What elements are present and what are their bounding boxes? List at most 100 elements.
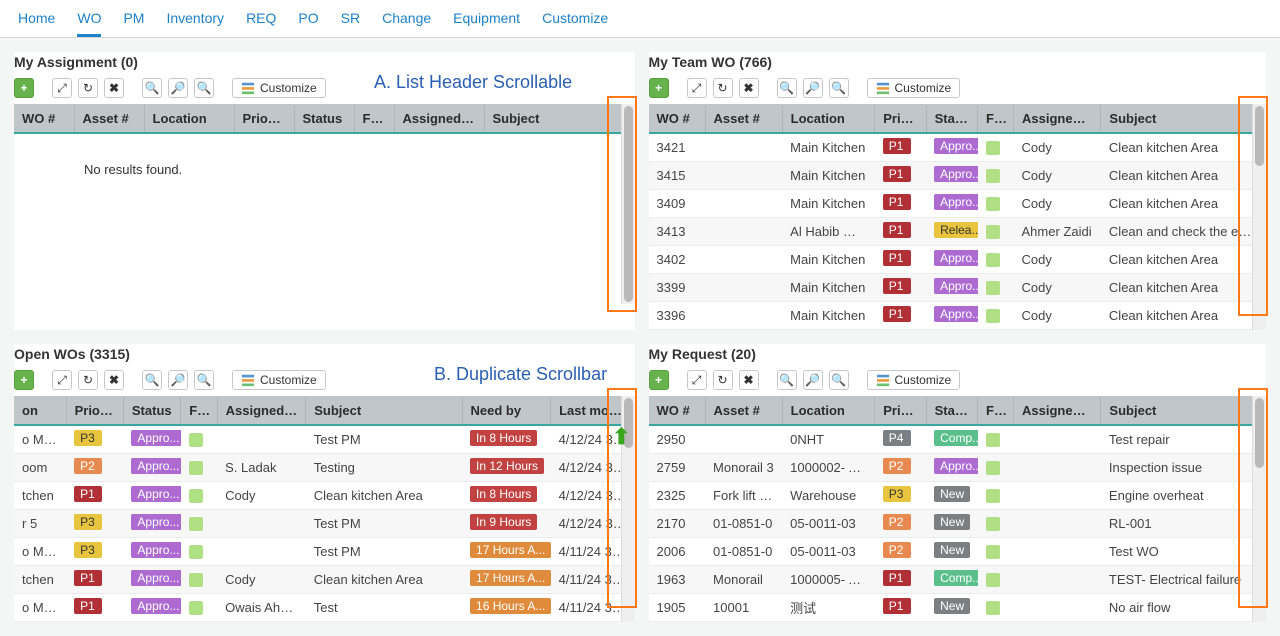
- table-wrap-my-request[interactable]: WO #Asset #LocationPriorityStatusFlagAss…: [649, 396, 1267, 622]
- add-button[interactable]: +: [14, 78, 34, 98]
- table-row[interactable]: o Medi...P3Appro...Test PMIn 8 Hours4/12…: [14, 425, 634, 454]
- column-header[interactable]: Flag: [978, 105, 1014, 133]
- scrollbar-my-request[interactable]: [1252, 396, 1266, 622]
- close-icon[interactable]: ✖: [739, 78, 759, 98]
- search-icon[interactable]: 🔎: [803, 78, 823, 98]
- tab-wo[interactable]: WO: [77, 10, 101, 37]
- column-header[interactable]: Priority: [66, 397, 123, 425]
- table-row[interactable]: 3399Main KitchenP1Appro...CodyClean kitc…: [649, 274, 1266, 302]
- table-row[interactable]: 1963Monorail1000005- Av-T...P1Comp...TES…: [649, 566, 1266, 594]
- column-header[interactable]: Priority: [234, 105, 294, 133]
- add-button[interactable]: +: [649, 370, 669, 390]
- column-header[interactable]: Status: [294, 105, 354, 133]
- customize-button[interactable]: Customize: [867, 78, 961, 98]
- column-header[interactable]: Assigned to: [394, 105, 484, 133]
- column-header[interactable]: Asset #: [705, 105, 782, 133]
- zoom-out-icon[interactable]: 🔍: [194, 78, 214, 98]
- close-icon[interactable]: ✖: [104, 78, 124, 98]
- column-header[interactable]: Subject: [1101, 105, 1266, 133]
- column-header[interactable]: Asset #: [705, 397, 782, 425]
- table-row[interactable]: 3413Al Habib Medi...P1Relea...Ahmer Zaid…: [649, 218, 1266, 246]
- add-button[interactable]: +: [649, 78, 669, 98]
- zoom-out-icon[interactable]: 🔍: [829, 370, 849, 390]
- close-icon[interactable]: ✖: [739, 370, 759, 390]
- zoom-in-icon[interactable]: 🔍: [142, 78, 162, 98]
- expand-icon[interactable]: ⤢: [52, 370, 72, 390]
- column-header[interactable]: Asset #: [74, 105, 144, 133]
- table-row[interactable]: tchenP1Appro...CodyClean kitchen AreaIn …: [14, 482, 634, 510]
- column-header[interactable]: WO #: [649, 105, 706, 133]
- customize-button[interactable]: Customize: [867, 370, 961, 390]
- tab-sr[interactable]: SR: [341, 10, 360, 37]
- column-header[interactable]: Status: [926, 105, 977, 133]
- column-header[interactable]: Subject: [484, 105, 634, 133]
- column-header[interactable]: Flag: [181, 397, 217, 425]
- tab-equipment[interactable]: Equipment: [453, 10, 520, 37]
- table-row[interactable]: 3421Main KitchenP1Appro...CodyClean kitc…: [649, 133, 1266, 162]
- zoom-in-icon[interactable]: 🔍: [142, 370, 162, 390]
- table-row[interactable]: 2759Monorail 31000002- Agr...P2Appro...I…: [649, 454, 1266, 482]
- column-header[interactable]: WO #: [649, 397, 706, 425]
- tab-req[interactable]: REQ: [246, 10, 276, 37]
- table-row[interactable]: 190510001测试P1NewNo air flow: [649, 594, 1266, 622]
- close-icon[interactable]: ✖: [104, 370, 124, 390]
- zoom-out-icon[interactable]: 🔍: [829, 78, 849, 98]
- table-row[interactable]: 3396Main KitchenP1Appro...CodyClean kitc…: [649, 302, 1266, 330]
- table-row[interactable]: o Medi...P3Appro...Test PM17 Hours A...4…: [14, 538, 634, 566]
- table-row[interactable]: r 5P3Appro...Test PMIn 9 Hours4/12/24 3:…: [14, 510, 634, 538]
- column-header[interactable]: WO #: [14, 105, 74, 133]
- column-header[interactable]: Need by: [462, 397, 551, 425]
- expand-icon[interactable]: ⤢: [687, 370, 707, 390]
- refresh-icon[interactable]: ↻: [713, 78, 733, 98]
- expand-icon[interactable]: ⤢: [52, 78, 72, 98]
- column-header[interactable]: Flag: [354, 105, 394, 133]
- column-header[interactable]: Assigned to: [1014, 105, 1101, 133]
- refresh-icon[interactable]: ↻: [713, 370, 733, 390]
- search-icon[interactable]: 🔎: [803, 370, 823, 390]
- refresh-icon[interactable]: ↻: [78, 370, 98, 390]
- column-header[interactable]: Flag: [978, 397, 1014, 425]
- table-row[interactable]: 29500NHTP4Comp...Test repair: [649, 425, 1266, 454]
- search-icon[interactable]: 🔎: [168, 78, 188, 98]
- column-header[interactable]: Location: [782, 105, 875, 133]
- column-header[interactable]: Location: [144, 105, 234, 133]
- column-header[interactable]: Location: [782, 397, 875, 425]
- tab-change[interactable]: Change: [382, 10, 431, 37]
- column-header[interactable]: Assigned to: [1014, 397, 1101, 425]
- column-header[interactable]: Subject: [1101, 397, 1266, 425]
- column-header[interactable]: Subject: [306, 397, 462, 425]
- table-row[interactable]: 200601-0851-005-0011-03P2NewTest WO: [649, 538, 1266, 566]
- tab-po[interactable]: PO: [298, 10, 318, 37]
- scrollbar-my-assignment[interactable]: [621, 104, 635, 304]
- table-row[interactable]: 3415Main KitchenP1Appro...CodyClean kitc…: [649, 162, 1266, 190]
- tab-pm[interactable]: PM: [123, 10, 144, 37]
- refresh-icon[interactable]: ↻: [78, 78, 98, 98]
- table-row[interactable]: 3402Main KitchenP1Appro...CodyClean kitc…: [649, 246, 1266, 274]
- tab-customize[interactable]: Customize: [542, 10, 608, 37]
- search-icon[interactable]: 🔎: [168, 370, 188, 390]
- column-header[interactable]: Status: [926, 397, 977, 425]
- column-header[interactable]: Priority: [875, 397, 926, 425]
- table-row[interactable]: 2325Fork lift 1 (lp...WarehouseP3NewEngi…: [649, 482, 1266, 510]
- table-row[interactable]: o Medi...P1Appro...Owais AhmedTest16 Hou…: [14, 594, 634, 622]
- zoom-out-icon[interactable]: 🔍: [194, 370, 214, 390]
- zoom-in-icon[interactable]: 🔍: [777, 78, 797, 98]
- column-header[interactable]: on: [14, 397, 66, 425]
- column-header[interactable]: Status: [123, 397, 180, 425]
- column-header[interactable]: Assigned to: [217, 397, 306, 425]
- add-button[interactable]: +: [14, 370, 34, 390]
- table-wrap-my-assignment[interactable]: WO #Asset #LocationPriorityStatusFlagAss…: [14, 104, 635, 310]
- table-row[interactable]: 217001-0851-005-0011-03P2NewRL-001: [649, 510, 1266, 538]
- zoom-in-icon[interactable]: 🔍: [777, 370, 797, 390]
- table-row[interactable]: tchenP1Appro...CodyClean kitchen Area17 …: [14, 566, 634, 594]
- expand-icon[interactable]: ⤢: [687, 78, 707, 98]
- table-wrap-open-wos[interactable]: onPriorityStatusFlagAssigned toSubjectNe…: [14, 396, 635, 622]
- table-row[interactable]: oomP2Appro...S. LadakTestingIn 12 Hours4…: [14, 454, 634, 482]
- scrollbar-my-team-wo[interactable]: [1252, 104, 1266, 330]
- tab-home[interactable]: Home: [18, 10, 55, 37]
- customize-button[interactable]: Customize: [232, 78, 326, 98]
- table-wrap-my-team-wo[interactable]: WO #Asset #LocationPriorityStatusFlagAss…: [649, 104, 1267, 330]
- column-header[interactable]: Priority: [875, 105, 926, 133]
- table-row[interactable]: 3409Main KitchenP1Appro...CodyClean kitc…: [649, 190, 1266, 218]
- tab-inventory[interactable]: Inventory: [166, 10, 224, 37]
